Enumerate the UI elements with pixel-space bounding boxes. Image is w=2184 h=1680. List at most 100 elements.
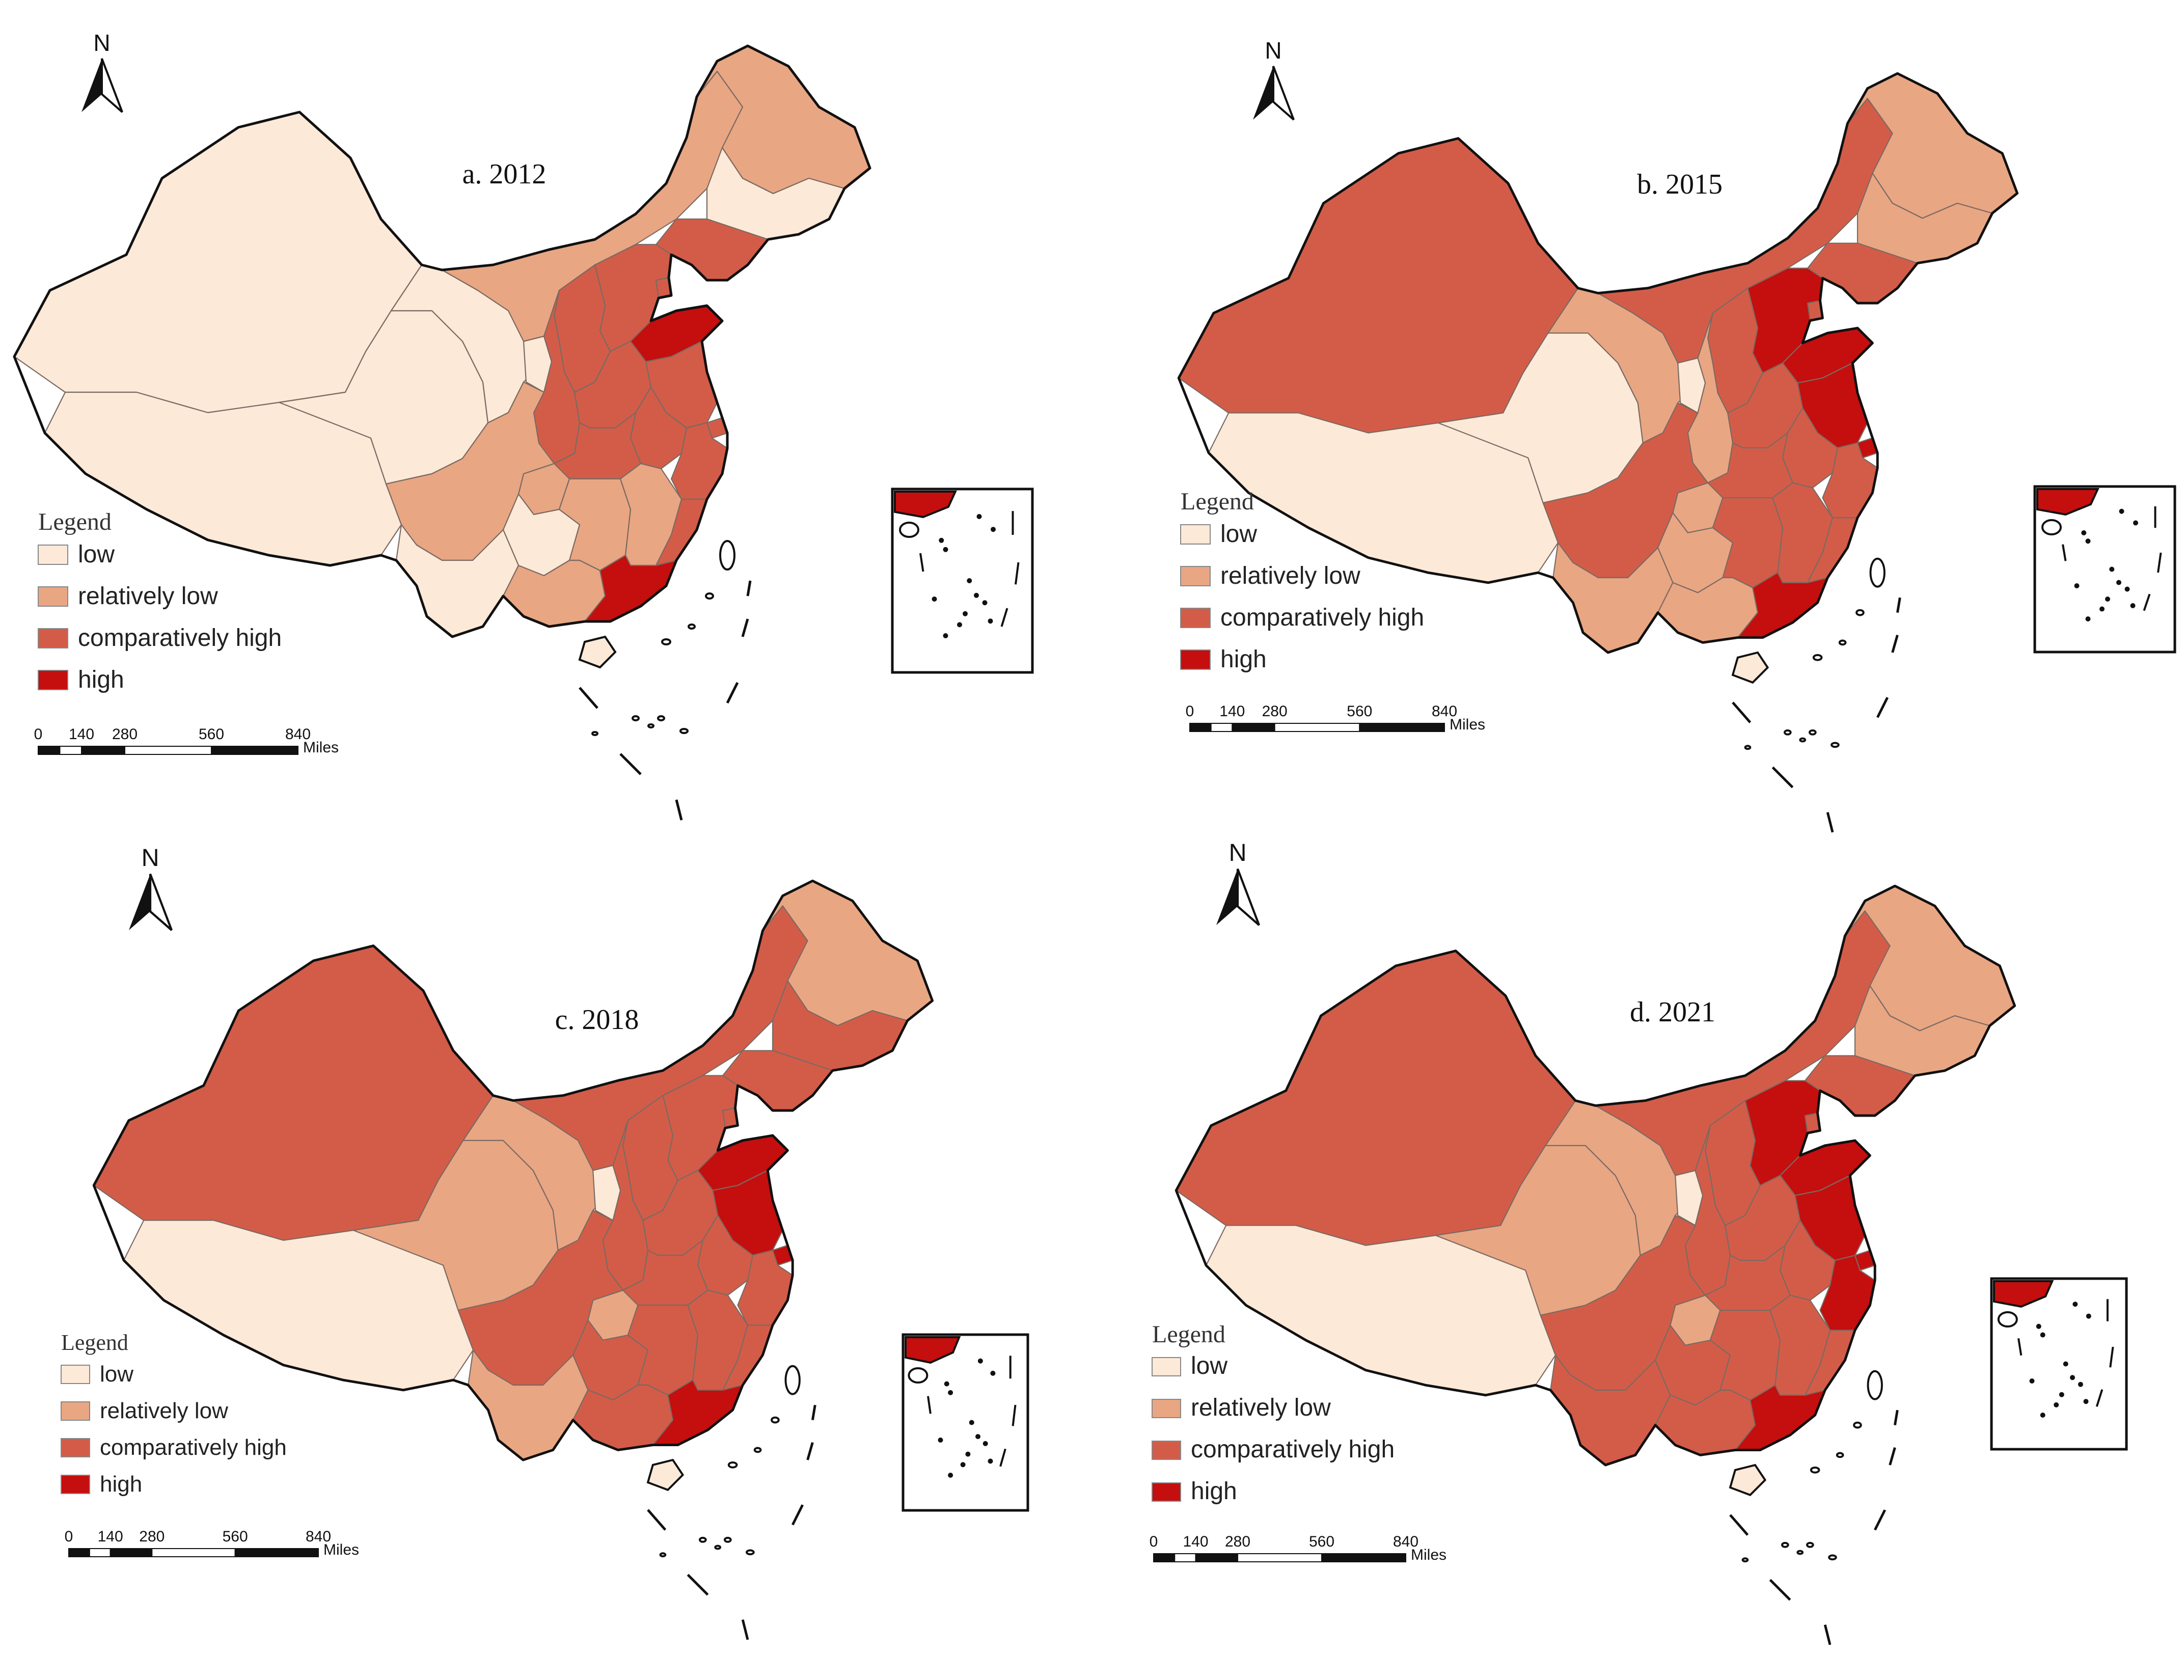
scale-segment [151,1548,236,1557]
inset-boundary-dash [999,1448,1006,1467]
maritime-boundary-dash [746,580,752,597]
scale-segment [1321,1553,1406,1562]
inset-island-icon [963,611,968,616]
inset-frame [902,1333,1029,1512]
legend-swatch-high [1152,1482,1181,1502]
scale-tick-label: 840 [306,1528,331,1545]
legend-swatch-low [38,545,68,565]
inset-island-icon [938,1438,943,1443]
island-icon [1838,639,1847,646]
map-panel: b. 2015 N Legend low relatively low comparati… [1177,37,2176,833]
maritime-boundary-dash [806,1442,814,1460]
inset-island-icon [2105,597,2110,602]
scale-segment [1174,1553,1196,1562]
legend-swatch-rel-low [1180,566,1211,586]
china-map [1177,72,2019,833]
arrow-right-half [149,874,173,931]
inset-island-icon [939,537,944,543]
maritime-boundary-dash [791,1504,804,1526]
inset-island-icon [2063,1361,2068,1367]
scale-unit: Miles [323,1541,359,1558]
legend-label: low [1220,521,1257,548]
inset-boundary-dash [2062,544,2067,561]
north-arrow-icon: N [1253,37,1295,121]
scale-segment [1210,723,1233,732]
scale-tick-label: 840 [1393,1533,1418,1550]
scale-segment [1189,723,1212,732]
inset-island-icon [948,1390,953,1395]
legend-label: low [100,1362,133,1387]
island-icon [1741,1557,1749,1563]
island-icon [1799,737,1807,743]
inset-island-icon [2029,1378,2035,1384]
map-panel: c. 2018 N Legend low relatively low comparati… [61,844,1029,1640]
island-icon [771,1416,780,1424]
arrow-right-half [1236,869,1260,926]
scale-tick-label: 0 [1150,1533,1158,1550]
inset-island-icon [2083,1399,2089,1404]
inset-island-icon [988,1458,993,1464]
inset-island-icon [974,592,979,598]
inset-island-icon [967,578,972,583]
legend-swatch-low [61,1365,90,1384]
legend-swatch-low [1152,1357,1181,1376]
arrow-right-half [101,58,123,113]
inset-island-icon [932,597,937,602]
inset-island-icon [965,1451,971,1457]
scale-tick-label: 140 [1183,1533,1208,1550]
scale-segment [211,746,298,755]
legend-label: relatively low [1191,1394,1331,1421]
hainan-outline [578,635,617,669]
inset-island-icon [2040,1332,2045,1338]
maritime-boundary-dash [1732,701,1752,723]
maritime-boundary-dash [1874,1509,1886,1531]
inset-island-icon [2099,606,2105,612]
inset-island-icon [948,1473,953,1478]
maritime-boundary-dash [687,1574,709,1596]
inset-island-icon [957,622,962,628]
inset-island-icon [976,514,982,519]
panel-title: b. 2015 [1637,169,1723,200]
legend-swatch-rel-low [61,1401,90,1421]
north-letter: N [93,30,110,56]
inset-boundary-dash [2017,1338,2023,1356]
island-icon [659,1552,667,1558]
china-map [13,44,871,821]
legend-label: comparatively high [1220,604,1424,631]
legend-label: comparatively high [78,625,282,652]
north-letter: N [142,844,159,872]
inset-island-icon [2130,603,2136,608]
arrow-left-half [81,59,102,112]
scale-segment [110,1548,153,1557]
inset-boundary-dash [2143,593,2151,611]
inset-island-icon [943,633,948,638]
legend-swatch-high [38,670,68,690]
legend-swatch-comp-high [1180,608,1211,628]
legend-label: high [78,666,124,693]
inset-island-icon [982,1441,988,1446]
legend-swatch-low [1180,524,1211,545]
south-china-sea-inset [891,487,1034,674]
maritime-boundary-dash [619,753,642,775]
island-icon [753,1447,762,1453]
inset-boundary-dash [2157,552,2162,573]
legend-label: comparatively high [1191,1436,1395,1463]
scale-segment [1274,723,1360,732]
island-icon [647,723,654,728]
maritime-boundary-dash [1823,1624,1832,1645]
maritime-boundary-dash [741,618,749,637]
scale-segment [68,1548,90,1557]
inset-coast [905,1336,961,1364]
legend-swatch-comp-high [1152,1441,1181,1460]
scale-segment [38,746,61,755]
inset-island-icon [960,1462,966,1468]
scale-tick-label: 560 [223,1528,248,1545]
inset-island-icon [2036,1323,2041,1329]
maritime-boundary-dash [811,1404,816,1421]
island-icon [1855,609,1865,616]
china-map [1175,884,2016,1645]
legend-swatch-rel-low [1152,1399,1181,1418]
inset-frame [1990,1277,2128,1451]
scale-segment [81,746,125,755]
